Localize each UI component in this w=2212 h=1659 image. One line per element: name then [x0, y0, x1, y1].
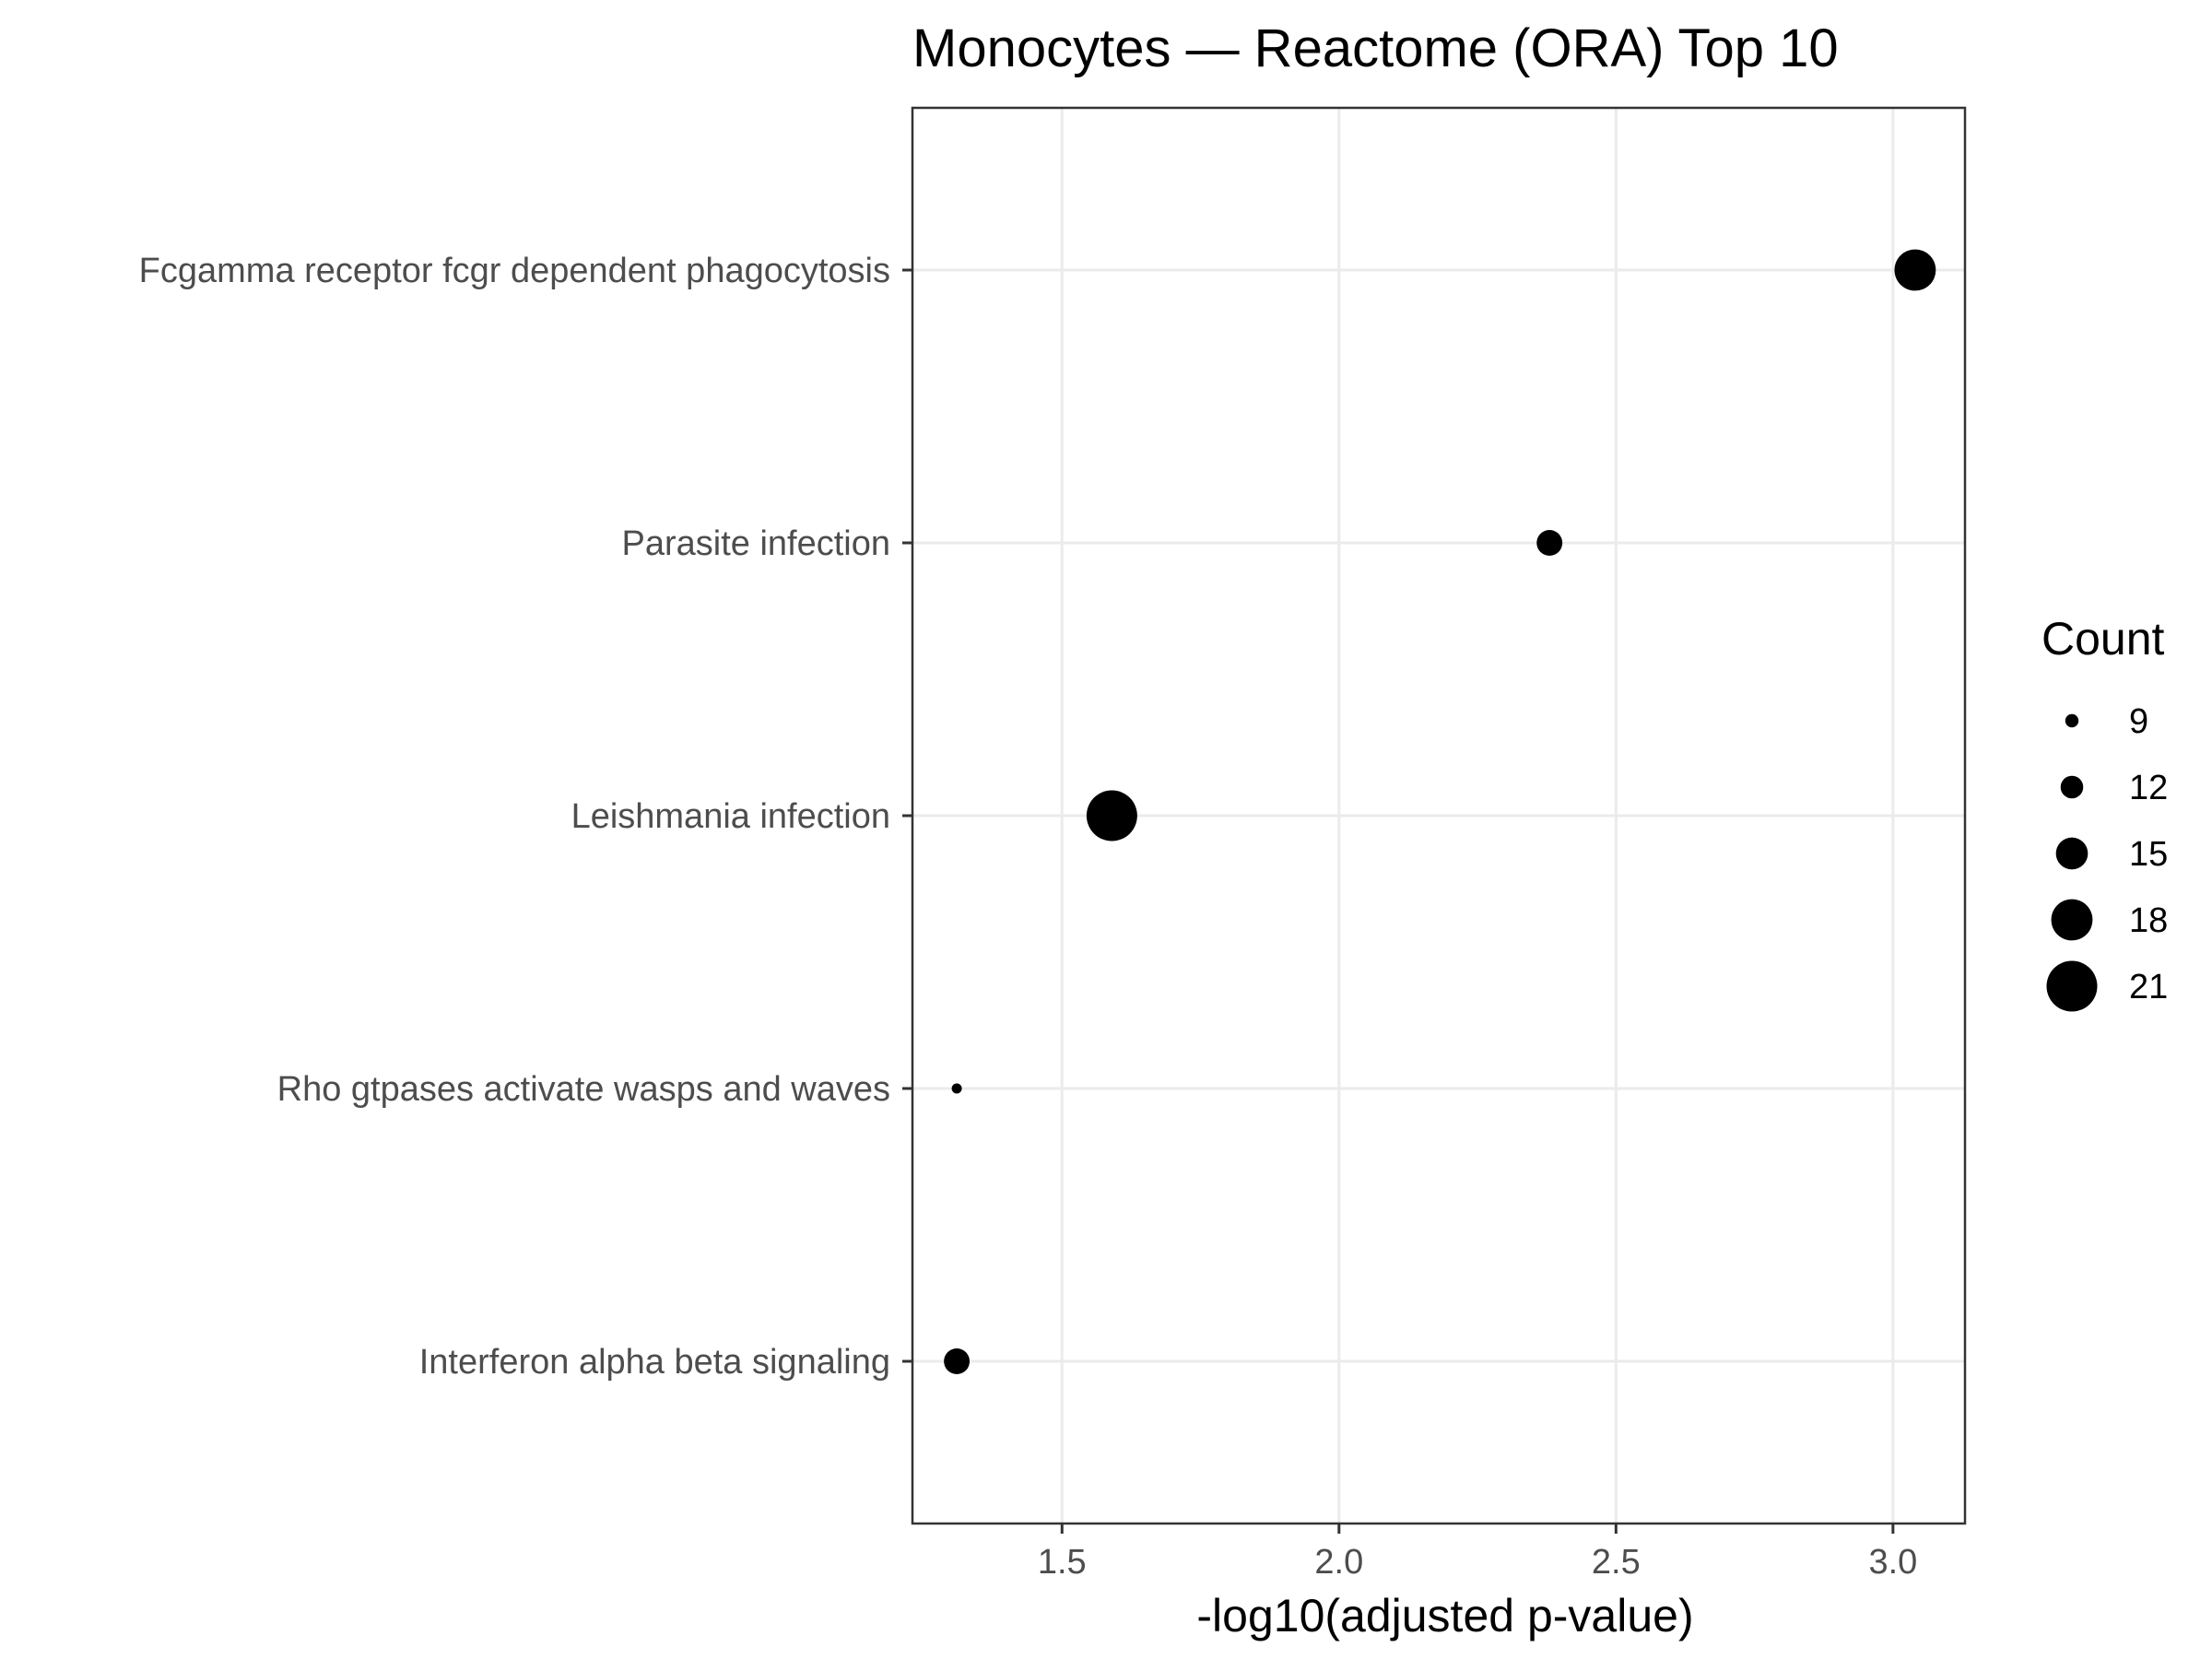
- legend-key: [2060, 775, 2084, 799]
- x-tick-label: 3.0: [1868, 1543, 1917, 1582]
- plot-panel: 1.5 2.0 2.5 3.0 Fcgamma receptor fcgr depend…: [139, 106, 1967, 1582]
- legend-title: Count: [2041, 613, 2165, 665]
- x-tick-label: 2.5: [1592, 1543, 1641, 1582]
- legend-key: [2065, 713, 2079, 728]
- legend-key: [2046, 960, 2098, 1012]
- data-point: [1894, 249, 1936, 291]
- chart-title: Monocytes — Reactome (ORA) Top 10: [912, 18, 1839, 78]
- y-tick-label: Rho gtpases activate wasps and waves: [277, 1070, 890, 1109]
- legend-label: 12: [2129, 769, 2168, 807]
- x-axis-title: -log10(adjusted p-value): [1196, 1590, 1693, 1641]
- legend-label: 18: [2129, 901, 2168, 940]
- data-point: [1536, 530, 1563, 556]
- y-tick-label: Interferon alpha beta signaling: [419, 1343, 890, 1382]
- x-tick-label: 2.0: [1314, 1543, 1363, 1582]
- y-tick-label: Leishmania infection: [571, 797, 890, 836]
- panel-border: [911, 106, 1967, 1525]
- legend-key: [2051, 899, 2093, 941]
- y-tick-label: Fcgamma receptor fcgr dependent phagocyt…: [139, 252, 890, 290]
- y-tick-label: Parasite infection: [622, 524, 891, 563]
- legend-label: 9: [2129, 702, 2148, 741]
- size-legend: Count 9 12 15 18 21: [2041, 613, 2168, 1012]
- data-point: [951, 1083, 962, 1094]
- data-point: [944, 1348, 971, 1374]
- legend-label: 15: [2129, 835, 2168, 874]
- legend-key: [2055, 837, 2088, 870]
- x-tick-label: 1.5: [1038, 1543, 1087, 1582]
- legend-label: 21: [2129, 968, 2168, 1006]
- data-point: [1086, 790, 1137, 841]
